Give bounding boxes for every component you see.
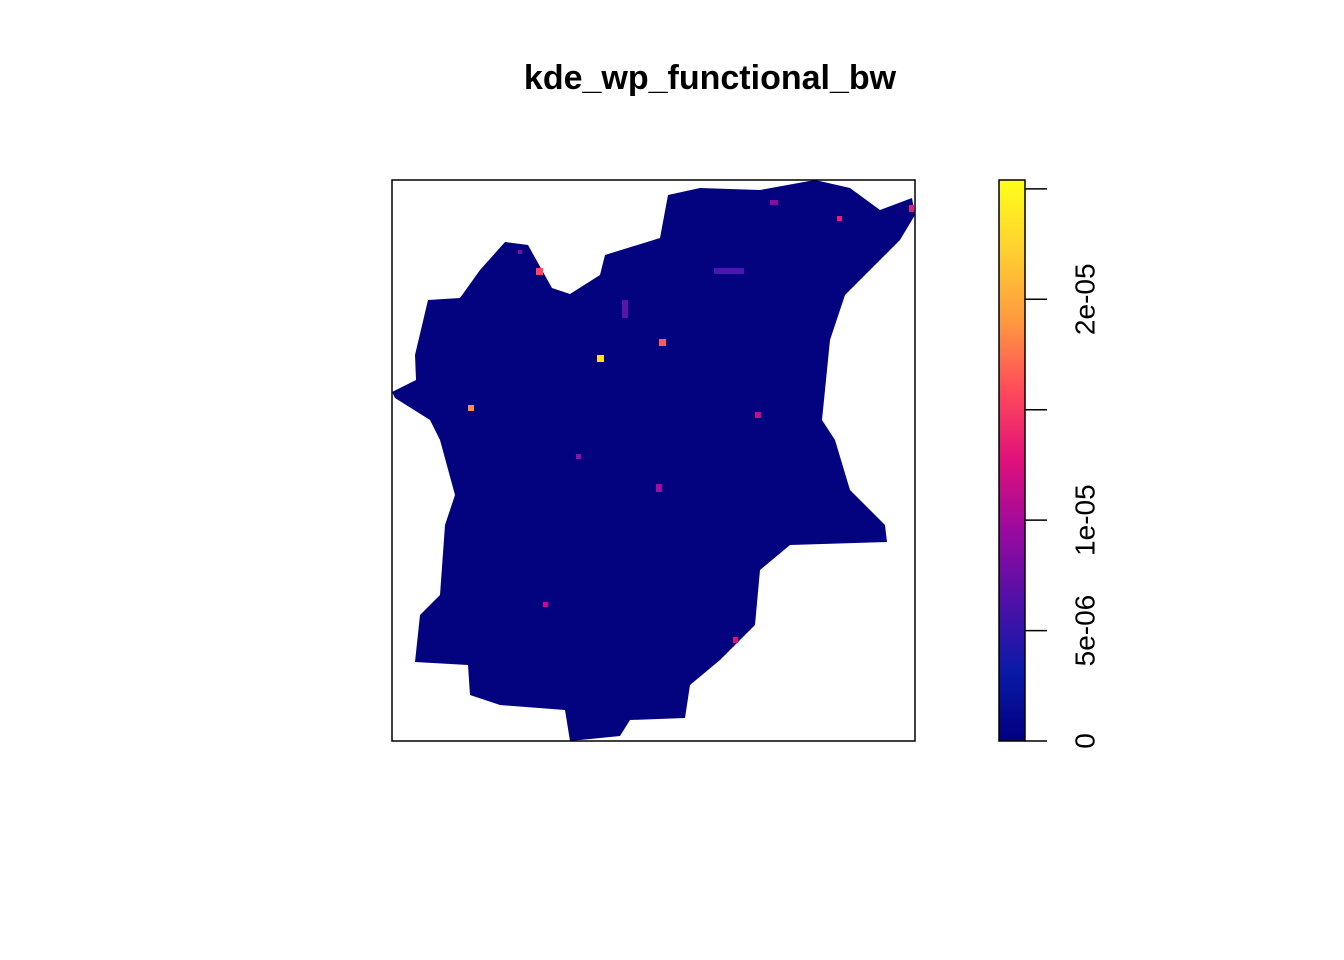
hotspot [576,454,581,459]
hotspot [543,602,548,607]
y-tick-label: 1e-05 [1069,484,1100,556]
y-tick-label: 0 [1069,733,1100,749]
colorbar [998,179,1026,742]
hotspot [909,205,914,212]
chart-title: kde_wp_functional_bw [524,59,897,97]
hotspot [755,412,761,418]
hotspot [536,268,543,275]
y-tick-label: 2e-05 [1069,263,1100,335]
hotspot [837,216,842,221]
hotspot [659,339,666,346]
hotspot [770,200,778,205]
hotspot [597,355,604,362]
y-tick-label: 5e-06 [1069,595,1100,667]
hotspots [468,200,914,643]
hotspot [733,637,738,643]
hotspot [714,268,744,274]
hotspot [518,250,522,254]
map-frame [391,179,916,742]
density-region [392,180,915,741]
hotspot [622,300,628,318]
hotspot [656,484,662,492]
map [391,179,916,742]
hotspot [468,405,474,411]
